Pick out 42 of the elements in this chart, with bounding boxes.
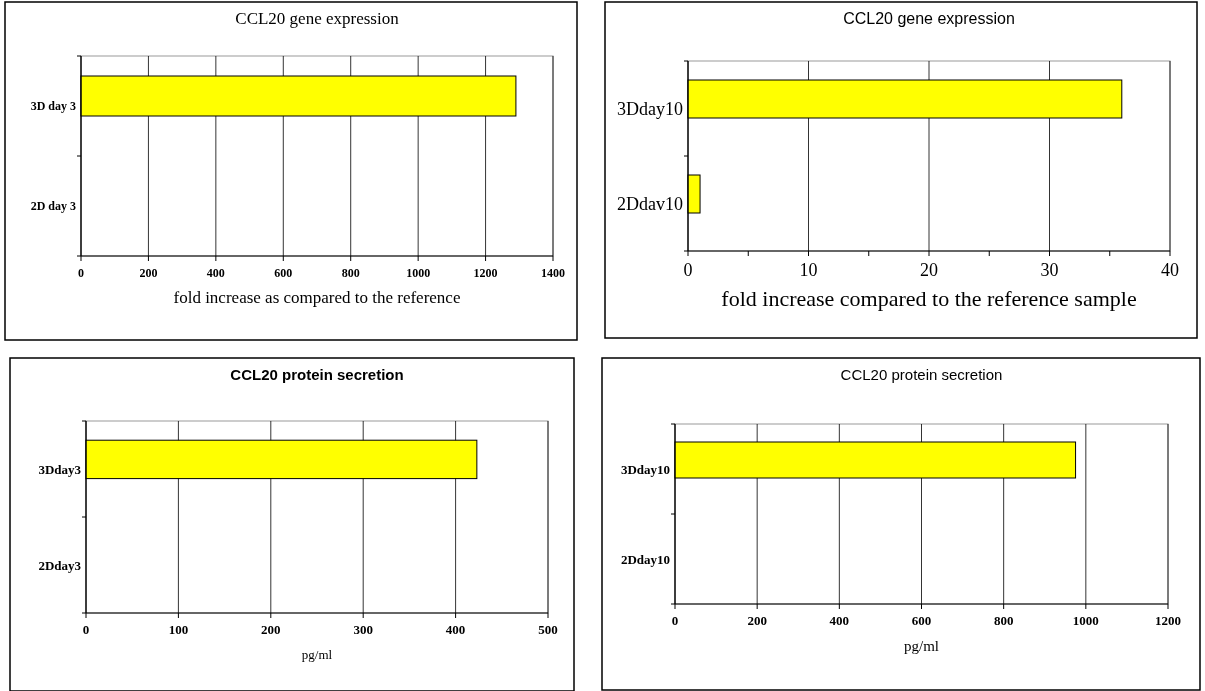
x-tick-label: 30 [1040, 259, 1059, 280]
x-tick-label: 1000 [406, 265, 431, 280]
x-tick-label: 0 [671, 613, 679, 629]
x-tick-label: 800 [341, 265, 360, 280]
x-axis-title: fold increase compared to the reference sample [721, 286, 1137, 311]
x-tick-label: 1400 [541, 265, 565, 280]
x-axis-title: fold increase as compared to the reference [173, 287, 461, 307]
x-tick-label: 1200 [1155, 613, 1181, 629]
x-tick-label: 1200 [473, 265, 498, 280]
x-tick-label: 10 [799, 259, 818, 280]
x-tick-label: 1000 [1072, 613, 1099, 629]
y-tick-label: 3D day 3 [30, 99, 76, 114]
x-tick-label: 0 [683, 259, 693, 280]
y-tick-label: 3Dday3 [38, 461, 82, 477]
x-tick-label: 40 [1161, 259, 1179, 280]
x-tick-label: 500 [538, 622, 558, 638]
x-tick-label: 200 [261, 622, 281, 638]
y-tick-label: 2D day 3 [30, 199, 76, 214]
x-tick-label: 400 [445, 622, 466, 638]
x-tick-label: 20 [920, 259, 938, 280]
x-tick-label: 300 [353, 622, 373, 638]
x-tick-label: 600 [274, 265, 293, 280]
x-tick-label: 0 [78, 265, 84, 280]
y-tick-label: 3Dday10 [617, 98, 683, 119]
chart-title: CCL20 protein secretion [230, 366, 404, 383]
y-tick-label: 2Dday3 [38, 557, 82, 573]
y-tick-label: 2Ddav10 [617, 193, 683, 214]
x-tick-label: 0 [82, 622, 90, 638]
x-tick-label: 200 [747, 613, 767, 629]
chart-title: CCL20 protein secretion [840, 366, 1003, 383]
x-tick-label: 100 [168, 622, 189, 638]
x-tick-label: 200 [139, 265, 158, 280]
chart-title: CCL20 gene expression [843, 10, 1015, 27]
x-tick-label: 400 [206, 265, 225, 280]
x-tick-label: 600 [911, 613, 932, 629]
chart-title: CCL20 gene expression [235, 9, 400, 28]
x-axis-title: pg/ml [903, 637, 940, 654]
y-tick-label: 3Dday10 [620, 461, 670, 477]
x-tick-label: 800 [993, 613, 1014, 629]
y-tick-label: 2Dday10 [620, 551, 670, 567]
x-tick-label: 400 [829, 613, 850, 629]
x-axis-title: pg/ml [301, 646, 333, 662]
